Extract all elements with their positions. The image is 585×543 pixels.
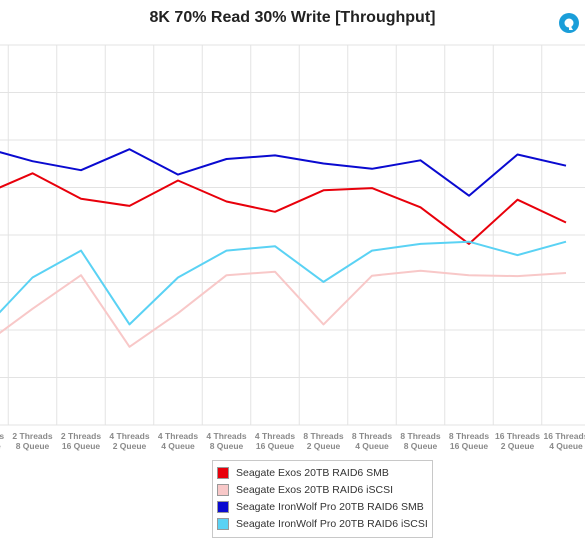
series-lines xyxy=(0,148,567,348)
x-tick-label: 4 Threads 4 Queue xyxy=(158,431,198,451)
legend-label: Seagate Exos 20TB RAID6 SMB xyxy=(236,466,389,479)
site-logo-icon xyxy=(559,13,579,33)
legend-label: Seagate IronWolf Pro 20TB RAID6 SMB xyxy=(236,500,424,513)
x-tick-label: 8 Threads 4 Queue xyxy=(352,431,392,451)
series-line-3 xyxy=(0,240,567,326)
x-tick-label: 4 Threads 16 Queue xyxy=(255,431,295,451)
legend-item: Seagate IronWolf Pro 20TB RAID6 iSCSI xyxy=(217,515,432,532)
legend-swatch xyxy=(217,517,229,530)
legend-item: Seagate Exos 20TB RAID6 iSCSI xyxy=(217,481,432,498)
series-line-0 xyxy=(0,172,567,245)
legend-item: Seagate IronWolf Pro 20TB RAID6 SMB xyxy=(217,498,432,515)
legend-swatch xyxy=(217,500,229,513)
legend-label: Seagate Exos 20TB RAID6 iSCSI xyxy=(236,483,393,496)
x-tick-label: 2 Threads 8 Queue xyxy=(12,431,52,451)
x-tick-label: 4 Threads 8 Queue xyxy=(206,431,246,451)
x-tick-label: 8 Threads 8 Queue xyxy=(400,431,440,451)
chart-title: 8K 70% Read 30% Write [Throughput] xyxy=(149,9,436,26)
legend-item: Seagate Exos 20TB RAID6 SMB xyxy=(217,464,432,481)
gridlines xyxy=(0,44,585,426)
legend-label: Seagate IronWolf Pro 20TB RAID6 iSCSI xyxy=(236,517,428,530)
x-tick-label: 8 Threads 16 Queue xyxy=(449,431,489,451)
legend-swatch xyxy=(217,483,229,496)
x-tick-label: 4 Threads 2 Queue xyxy=(109,431,149,451)
series-line-1 xyxy=(0,269,567,348)
series-line-2 xyxy=(0,148,567,197)
x-tick-label: 2 Threads 16 Queue xyxy=(61,431,101,451)
legend-swatch xyxy=(217,466,229,479)
x-tick-label: 16 Threads 2 Queue xyxy=(495,431,540,451)
x-tick-label: 8 Threads 2 Queue xyxy=(303,431,343,451)
x-tick-label: 16 Threads 4 Queue xyxy=(544,431,585,451)
legend: Seagate Exos 20TB RAID6 SMB Seagate Exos … xyxy=(212,460,433,538)
